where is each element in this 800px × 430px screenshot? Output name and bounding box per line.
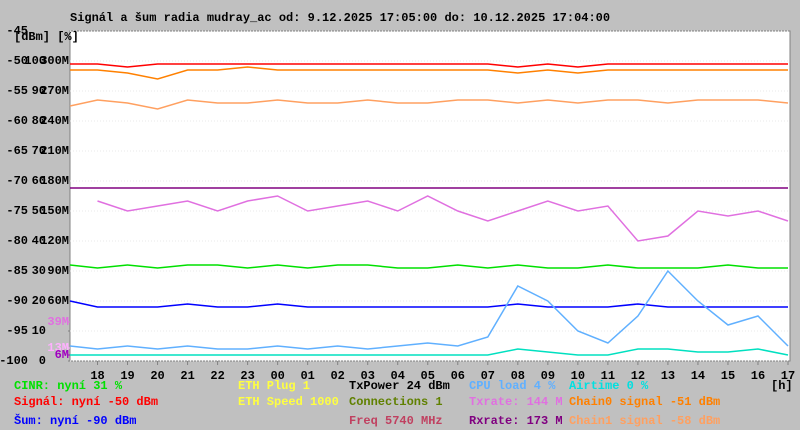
legend-entry: Chain1 signal -58 dBm [569,414,720,428]
legend-entry: Chain0 signal -51 dBm [569,395,720,409]
series-line [70,66,788,80]
y2-tick-label: 0 [39,354,46,368]
y3-tick-label: 60M [47,294,69,308]
y-tick-label: -55 [6,84,28,98]
y-unit-label: [dBm] [%] [14,30,79,44]
y3-tick-label: 270M [40,84,69,98]
series-line [69,99,789,110]
series-line [69,300,788,308]
y2-tick-label: 20 [32,294,46,308]
legend-entry: Airtime 0 % [569,379,649,393]
y3-tick-label: 210M [40,144,69,158]
x-tick-label: 00 [270,369,284,383]
legend-entry: CPU load 4 % [469,379,556,393]
legend-entry: Rxrate: 173 M [469,414,563,428]
legend-entry: Txrate: 144 M [469,395,563,409]
x-tick-label: 17 [781,369,795,383]
y2-tick-label: 60 [32,174,46,188]
x-tick-label: 01 [300,369,314,383]
y-tick-label: -45 [6,24,28,38]
chart-title: Signál a šum radia mudray_ac od: 9.12.20… [70,11,610,25]
x-tick-label: 15 [721,369,735,383]
x-tick-label: 09 [541,369,555,383]
y-tick-label: -85 [6,264,28,278]
series-line [97,195,789,242]
legend-entry: Šum: nyní -90 dBm [14,413,136,428]
y2-tick-label: 30 [32,264,46,278]
x-tick-label: 11 [601,369,615,383]
series-line [69,269,789,350]
y3-tick-label: 90M [47,264,69,278]
y2-tick-label: 100 [24,54,46,68]
y3-marker-label: 6M [55,348,69,362]
legend-entry: TxPower 24 dBm [349,379,450,393]
y2-tick-label: 90 [32,84,46,98]
x-tick-label: 04 [391,369,405,383]
y-tick-label: -90 [6,294,28,308]
plot-area [69,30,791,362]
x-tick-label: 12 [631,369,645,383]
y3-marker-label: 13M [47,341,69,355]
x-tick-label: 19 [120,369,134,383]
x-unit-label: [h] [771,379,793,393]
y2-tick-label: 80 [32,114,46,128]
x-tick-label: 22 [210,369,224,383]
y-tick-label: -75 [6,204,28,218]
x-tick-label: 06 [451,369,465,383]
x-tick-label: 08 [511,369,525,383]
legend-entry: Freq 5740 MHz [349,414,443,428]
legend-entry: Connections 1 [349,395,443,409]
y3-tick-label: 300M [40,54,69,68]
y2-tick-label: 40 [32,234,46,248]
y-tick-label: -100 [0,354,28,368]
x-tick-label: 21 [180,369,194,383]
y3-tick-label: 180M [40,174,69,188]
x-tick-label: 20 [150,369,164,383]
y2-tick-label: 70 [32,144,46,158]
series-line [70,63,788,68]
legend-entry: ETH Speed 1000 [238,395,339,409]
y-tick-label: -50 [6,54,28,68]
y-tick-label: -60 [6,114,28,128]
y3-tick-label: 120M [40,234,69,248]
x-tick-label: 02 [330,369,344,383]
legend-entry: Signál: nyní -50 dBm [14,395,158,409]
series-line [69,264,788,269]
y3-tick-label: 240M [40,114,69,128]
x-tick-label: 07 [481,369,495,383]
x-tick-label: 10 [571,369,585,383]
y3-marker-label: 39M [47,315,69,329]
x-tick-label: 13 [661,369,675,383]
x-tick-label: 23 [240,369,254,383]
legend-entry: CINR: nyní 31 % [14,379,123,393]
legend-entry: ETH Plug 1 [238,379,310,393]
y-tick-label: -65 [6,144,28,158]
x-tick-label: 16 [751,369,765,383]
x-tick-label: 05 [421,369,435,383]
series-line [70,348,789,356]
x-tick-label: 18 [90,369,104,383]
y-tick-label: -70 [6,174,28,188]
y2-tick-label: 50 [32,204,46,218]
y-tick-label: -80 [6,234,28,248]
x-tick-label: 03 [361,369,375,383]
y-tick-label: -95 [6,324,28,338]
x-tick-label: 14 [691,369,705,383]
y2-tick-label: 10 [32,324,46,338]
y3-tick-label: 150M [40,204,69,218]
